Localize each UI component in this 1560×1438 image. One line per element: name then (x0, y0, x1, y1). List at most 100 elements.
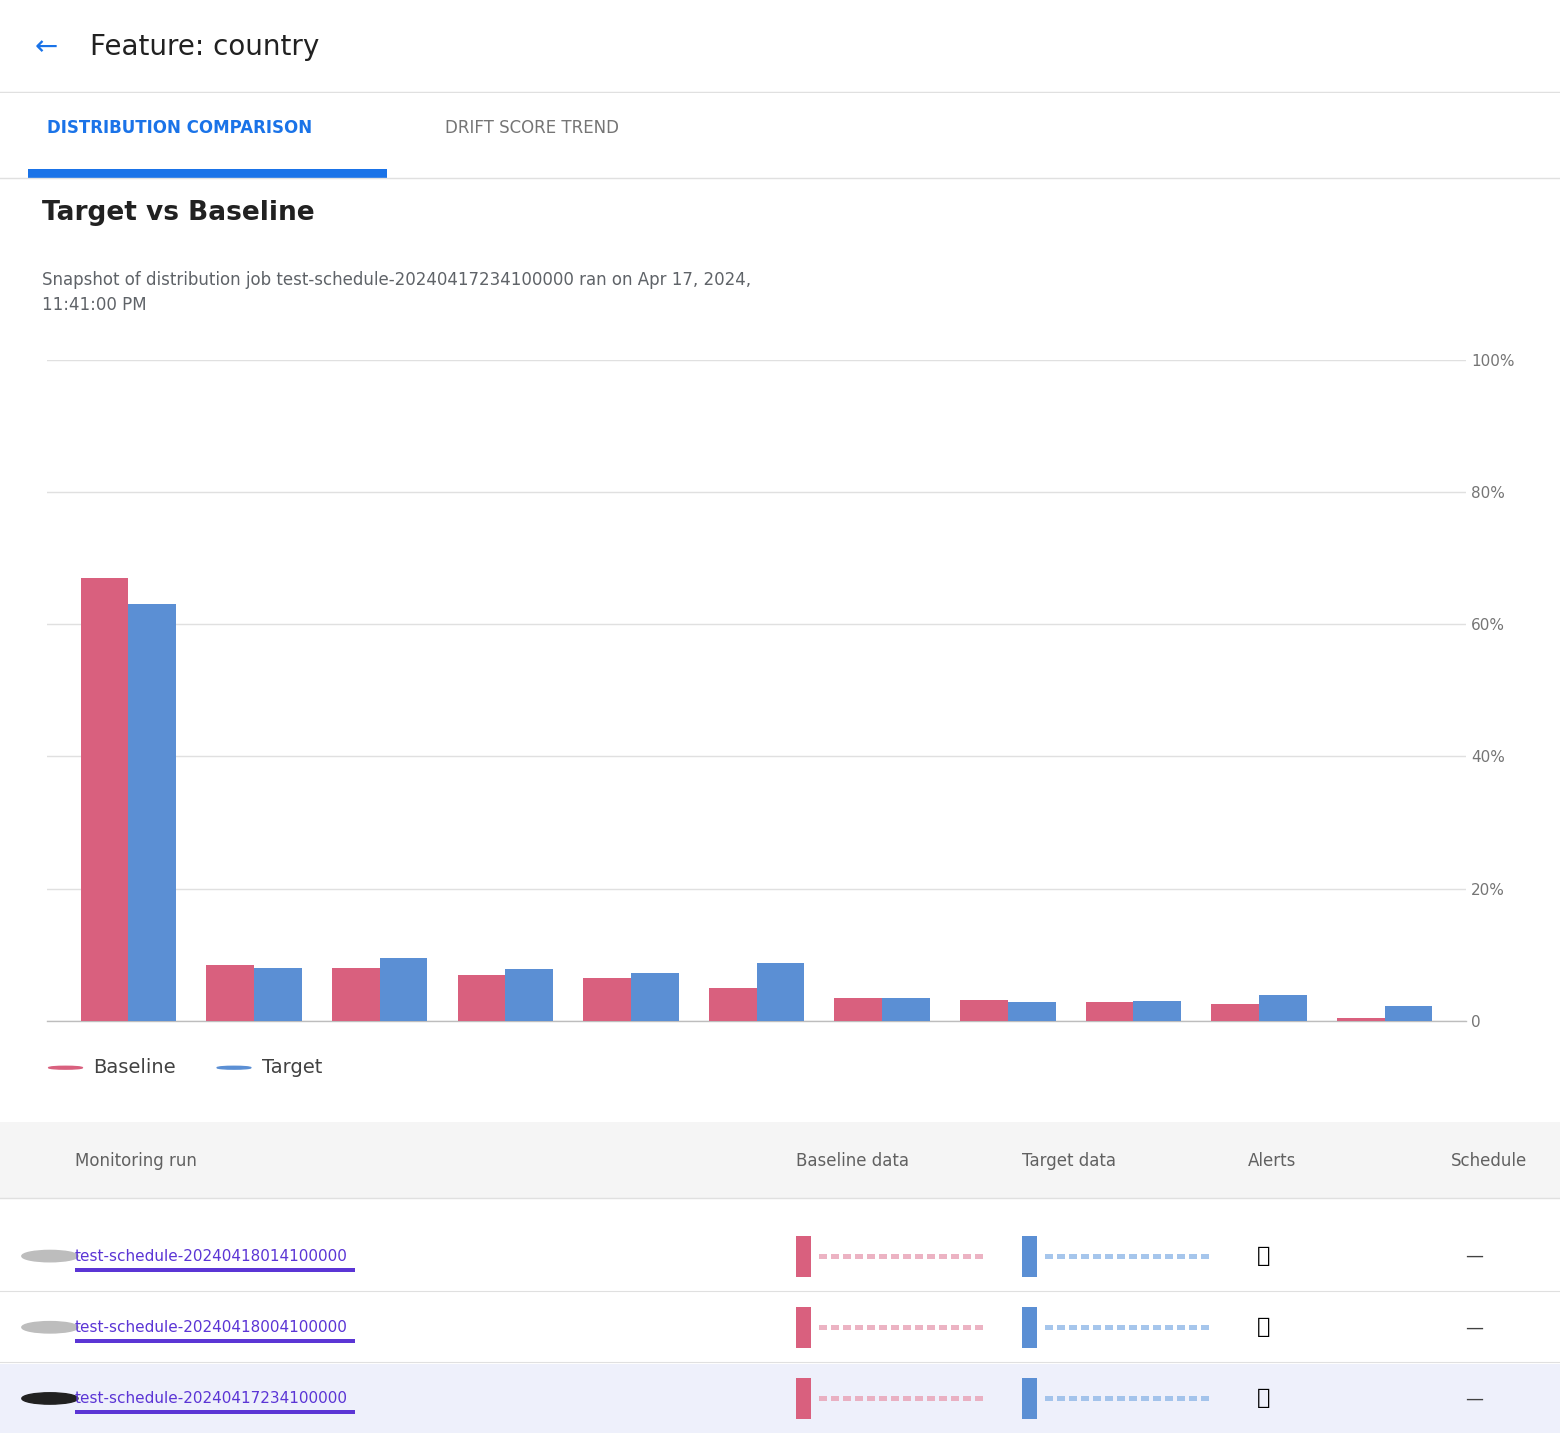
Bar (0, 1363, 1560, 1434)
Bar (903, 1396, 911, 1401)
Bar (1134, 1001, 1181, 1021)
Bar (975, 1324, 983, 1330)
Bar (1153, 1324, 1161, 1330)
Bar (1104, 1324, 1112, 1330)
Bar (757, 963, 805, 1021)
Bar (505, 969, 554, 1021)
Bar (1337, 1018, 1385, 1021)
Text: test-schedule-20240418004100000: test-schedule-20240418004100000 (75, 1320, 348, 1334)
Bar (128, 604, 176, 1021)
Bar (1201, 1324, 1209, 1330)
Text: ←: ← (34, 33, 58, 60)
Text: —: — (1465, 1319, 1484, 1336)
Bar (1045, 1396, 1053, 1401)
Bar (1153, 1396, 1161, 1401)
Text: —: — (1465, 1389, 1484, 1408)
Text: Baseline data: Baseline data (796, 1152, 908, 1171)
Bar (0, 1122, 1560, 1198)
Circle shape (22, 1251, 78, 1261)
Text: 🔔: 🔔 (1257, 1389, 1270, 1408)
Bar (855, 1324, 863, 1330)
Bar (1178, 1254, 1186, 1258)
Bar (1142, 1396, 1150, 1401)
Bar (1129, 1396, 1137, 1401)
Text: Snapshot of distribution job test-schedule-20240417234100000 ran on Apr 17, 2024: Snapshot of distribution job test-schedu… (42, 270, 752, 313)
Bar (831, 1396, 839, 1401)
Bar (1069, 1324, 1076, 1330)
Bar (867, 1396, 875, 1401)
Bar (891, 1324, 899, 1330)
Text: Target: Target (262, 1058, 323, 1077)
Circle shape (22, 1393, 78, 1403)
Text: —: — (1465, 1247, 1484, 1265)
Bar (28, 170, 387, 178)
Bar (952, 1396, 959, 1401)
Bar (332, 968, 379, 1021)
Text: Schedule: Schedule (1451, 1152, 1527, 1171)
Bar (708, 988, 757, 1021)
Bar (1045, 1324, 1053, 1330)
Bar (952, 1324, 959, 1330)
Bar (1081, 1396, 1089, 1401)
Bar (842, 1254, 850, 1258)
Bar (1104, 1254, 1112, 1258)
Bar (254, 968, 301, 1021)
Bar (916, 1254, 924, 1258)
Bar (379, 958, 427, 1021)
Text: test-schedule-20240418014100000: test-schedule-20240418014100000 (75, 1248, 348, 1264)
Bar (796, 1235, 811, 1277)
Text: test-schedule-20240417234100000: test-schedule-20240417234100000 (75, 1391, 348, 1406)
Bar (819, 1396, 827, 1401)
Bar (963, 1324, 970, 1330)
Text: Monitoring run: Monitoring run (75, 1152, 197, 1171)
Bar (835, 998, 883, 1021)
Bar (1201, 1254, 1209, 1258)
Bar (1178, 1324, 1186, 1330)
Bar (1189, 1396, 1197, 1401)
Bar (903, 1254, 911, 1258)
Bar (457, 975, 505, 1021)
Bar (831, 1324, 839, 1330)
Bar (1081, 1324, 1089, 1330)
Bar (1022, 1378, 1037, 1419)
Bar (903, 1324, 911, 1330)
Bar (1117, 1324, 1125, 1330)
Bar (878, 1324, 886, 1330)
Bar (206, 965, 254, 1021)
Text: 🔔: 🔔 (1257, 1317, 1270, 1337)
Bar (1153, 1254, 1161, 1258)
Bar (1189, 1324, 1197, 1330)
Bar (959, 999, 1008, 1021)
Bar (927, 1396, 934, 1401)
Bar (1117, 1254, 1125, 1258)
Circle shape (217, 1067, 251, 1068)
Bar (878, 1254, 886, 1258)
Bar (883, 998, 930, 1021)
Bar (583, 978, 630, 1021)
Text: Target data: Target data (1022, 1152, 1115, 1171)
Bar (1008, 1002, 1056, 1021)
Bar (1212, 1005, 1259, 1021)
Bar (1058, 1396, 1065, 1401)
Bar (1165, 1324, 1173, 1330)
Bar (75, 1268, 356, 1273)
Bar (891, 1396, 899, 1401)
Bar (927, 1324, 934, 1330)
Bar (1165, 1396, 1173, 1401)
Bar (1069, 1396, 1076, 1401)
Bar (1129, 1324, 1137, 1330)
Bar (939, 1324, 947, 1330)
Bar (1086, 1002, 1134, 1021)
Bar (975, 1254, 983, 1258)
Bar (796, 1378, 811, 1419)
Bar (630, 974, 679, 1021)
Bar (1094, 1254, 1101, 1258)
Circle shape (48, 1067, 83, 1068)
Bar (842, 1396, 850, 1401)
Bar (916, 1396, 924, 1401)
Bar (963, 1396, 970, 1401)
Bar (842, 1324, 850, 1330)
Bar (1129, 1254, 1137, 1258)
Bar (1058, 1324, 1065, 1330)
Bar (891, 1254, 899, 1258)
